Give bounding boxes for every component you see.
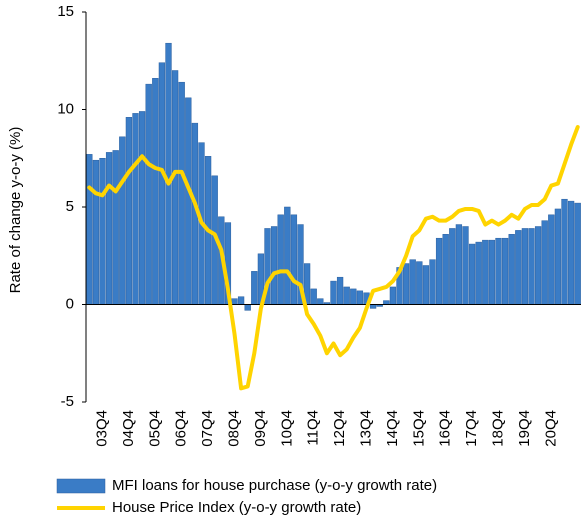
bar [449, 228, 456, 305]
bar [178, 81, 185, 305]
y-tick-label: -5 [61, 393, 74, 410]
bar [138, 111, 146, 305]
x-tick-label: 13Q4 [357, 410, 374, 447]
x-tick-label: 06Q4 [173, 410, 190, 447]
line [87, 125, 580, 391]
y-tick-label: 10 [57, 100, 74, 117]
x-tick-label: 08Q4 [225, 410, 242, 447]
bar [132, 113, 139, 305]
bar [145, 83, 152, 305]
bar [152, 78, 159, 305]
bar [409, 259, 416, 305]
x-tick-label: 19Q4 [516, 410, 533, 447]
x-tick-label: 12Q4 [331, 410, 348, 447]
bar [574, 202, 581, 305]
bar [488, 239, 496, 305]
bar [165, 42, 172, 305]
bar [515, 230, 522, 305]
bar [86, 154, 93, 305]
bar [125, 117, 133, 305]
bar [468, 243, 476, 305]
x-tick-label: 04Q4 [120, 410, 137, 447]
legend-label: MFI loans for house purchase (y-o-y grow… [112, 477, 437, 494]
bar [343, 286, 350, 305]
bar [158, 62, 166, 305]
bar [534, 226, 542, 305]
x-tick-label: 03Q4 [93, 410, 110, 447]
bar [317, 298, 324, 305]
bar [369, 304, 377, 309]
bar [119, 136, 126, 305]
bar [112, 150, 119, 305]
bar [455, 224, 463, 305]
bar [290, 214, 298, 305]
bar [422, 265, 430, 305]
bar [567, 200, 575, 305]
bar [244, 304, 251, 311]
bar [416, 261, 423, 305]
bar [284, 206, 291, 305]
y-axis-title: Rate of change y-o-y (%) [7, 127, 24, 294]
bar [475, 241, 482, 305]
x-tick-label: 20Q4 [542, 410, 559, 447]
x-tick-label: 16Q4 [437, 410, 454, 447]
x-tick-label: 11Q4 [305, 410, 322, 446]
x-tick-label: 18Q4 [489, 410, 506, 447]
bar [462, 226, 469, 305]
bar [508, 234, 515, 305]
x-tick-label: 17Q4 [463, 410, 480, 447]
bar [495, 237, 502, 305]
y-tick-label: 0 [66, 295, 74, 312]
x-tick-label: 14Q4 [384, 410, 401, 447]
bar [442, 234, 449, 305]
bar [383, 300, 390, 305]
bar [92, 159, 100, 305]
x-tick-label: 10Q4 [278, 410, 295, 447]
bar [310, 288, 317, 305]
bar [482, 239, 489, 305]
x-tick-label: 15Q4 [410, 410, 427, 447]
bar [171, 70, 179, 305]
bar [528, 228, 535, 305]
bar [541, 220, 548, 305]
bar [548, 214, 555, 305]
bar [350, 288, 357, 305]
bar [99, 158, 106, 305]
legend-label: House Price Index (y-o-y growth rate) [112, 499, 361, 516]
y-tick-label: 15 [57, 3, 74, 20]
bar [251, 271, 258, 305]
bar [185, 97, 192, 305]
bar [231, 298, 238, 305]
bar [402, 263, 410, 305]
bar [105, 152, 113, 305]
x-tick-label: 07Q4 [199, 410, 216, 447]
bar [389, 286, 397, 305]
bar [270, 226, 278, 305]
x-tick-label: 09Q4 [252, 410, 269, 447]
bar [277, 214, 284, 305]
bar [521, 228, 529, 305]
bar [429, 259, 436, 305]
bar [330, 280, 337, 305]
y-tick-label: 5 [66, 198, 74, 215]
bar [356, 290, 364, 305]
bar [336, 276, 344, 305]
bar [501, 237, 509, 305]
bar [554, 208, 562, 305]
bar [435, 237, 443, 305]
bar [561, 198, 568, 305]
bar [237, 296, 245, 305]
x-tick-label: 05Q4 [146, 410, 163, 447]
legend-swatch [56, 478, 106, 494]
